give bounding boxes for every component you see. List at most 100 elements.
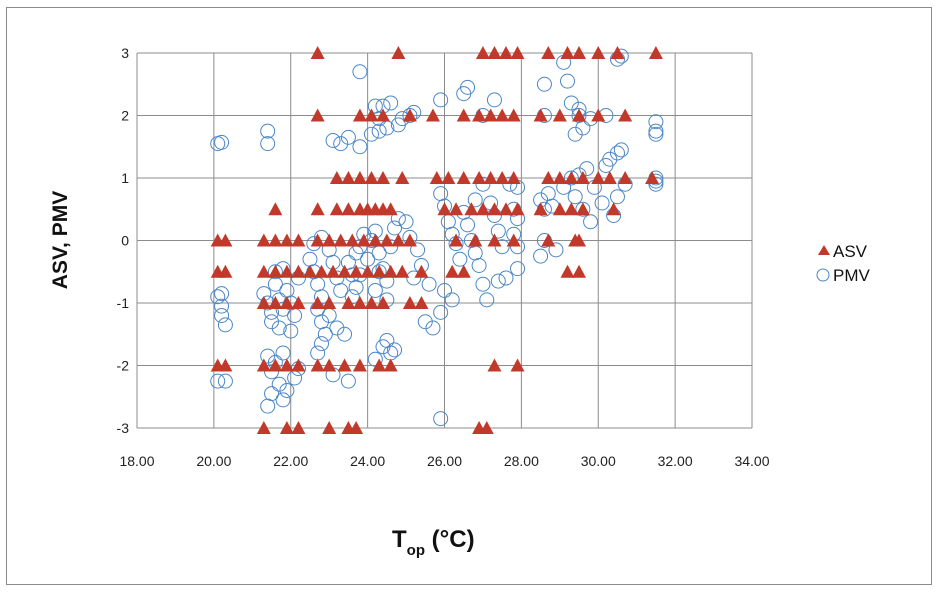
- asv-point: [341, 171, 356, 184]
- x-tick-label: 22.00: [273, 453, 308, 469]
- pmv-point: [467, 192, 483, 208]
- asv-point: [487, 202, 502, 216]
- x-tick-label: 30.00: [581, 453, 616, 469]
- pmv-point: [609, 189, 625, 205]
- pmv-point: [271, 376, 287, 392]
- asv-point: [552, 202, 567, 216]
- asv-point: [533, 202, 548, 216]
- y-tick-label: -1: [117, 295, 130, 311]
- pmv-point: [579, 161, 595, 177]
- asv-point: [487, 46, 502, 59]
- asv-point: [618, 108, 633, 122]
- pmv-point: [510, 261, 526, 277]
- asv-point: [425, 108, 440, 122]
- pmv-point: [352, 139, 368, 155]
- asv-point: [564, 202, 579, 216]
- asv-point: [268, 296, 283, 309]
- asv-point: [449, 202, 464, 216]
- asv-point: [483, 171, 498, 184]
- asv-point: [352, 108, 367, 122]
- asv-point: [402, 108, 417, 122]
- asv-point: [322, 358, 337, 372]
- x-tick-label: 18.00: [119, 453, 154, 469]
- asv-point: [268, 264, 283, 278]
- pmv-point: [287, 308, 303, 323]
- pmv-point: [433, 304, 449, 320]
- asv-point: [291, 296, 306, 309]
- pmv-point: [648, 114, 664, 130]
- pmv-point: [287, 370, 303, 386]
- legend-pmv-label: PMV: [833, 266, 871, 285]
- pmv-point: [337, 326, 353, 342]
- pmv-point: [583, 214, 599, 230]
- asv-point: [456, 171, 471, 184]
- x-tick-label: 26.00: [427, 453, 462, 469]
- pmv-point: [387, 342, 403, 358]
- asv-point: [352, 358, 367, 372]
- asv-point: [383, 264, 398, 278]
- pmv-point: [502, 176, 518, 192]
- pmv-point: [275, 301, 291, 317]
- legend-asv-marker: [818, 245, 830, 255]
- asv-point: [495, 108, 510, 122]
- asv-point: [560, 264, 575, 278]
- asv-point: [268, 233, 283, 247]
- pmv-point: [398, 214, 414, 230]
- pmv-point: [490, 223, 506, 239]
- asv-point: [383, 202, 398, 216]
- pmv-point: [425, 320, 441, 336]
- pmv-point: [560, 73, 575, 89]
- asv-point: [572, 264, 587, 278]
- pmv-point: [340, 373, 356, 389]
- asv-point: [391, 46, 406, 59]
- asv-point: [429, 171, 444, 184]
- asv-point: [506, 171, 521, 184]
- asv-point: [552, 108, 567, 122]
- asv-point: [352, 171, 367, 184]
- pmv-point: [460, 79, 476, 95]
- asv-point: [472, 108, 487, 122]
- x-axis-label-unit: (°C): [425, 526, 475, 553]
- y-axis-label: ASV, PMV: [49, 191, 72, 289]
- pmv-point: [279, 383, 295, 398]
- x-axis-ticks: 18.00 20.00 22.00 24.00 26.00 28.00 30.00 32.00…: [119, 453, 769, 469]
- asv-point: [376, 296, 390, 309]
- pmv-point: [367, 283, 383, 298]
- y-tick-label: 3: [121, 45, 129, 61]
- pmv-point: [533, 248, 549, 264]
- asv-point: [510, 358, 525, 372]
- asv-point: [552, 171, 567, 184]
- asv-point: [395, 171, 410, 184]
- pmv-point: [460, 217, 476, 233]
- asv-point: [372, 264, 387, 278]
- asv-point: [437, 202, 452, 216]
- pmv-point: [275, 345, 291, 361]
- pmv-point: [648, 123, 664, 139]
- asv-point: [279, 358, 294, 372]
- asv-point: [541, 46, 556, 59]
- x-tick-label: 34.00: [734, 453, 769, 469]
- asv-point: [310, 233, 325, 247]
- asv-point: [510, 46, 525, 59]
- pmv-point: [310, 345, 326, 361]
- pmv-point: [317, 326, 333, 342]
- asv-point: [475, 46, 490, 59]
- pmv-point: [260, 398, 276, 414]
- asv-point: [602, 171, 617, 184]
- pmv-point: [371, 123, 387, 139]
- pmv-point: [613, 142, 629, 158]
- asv-point: [575, 202, 590, 216]
- pmv-point: [210, 289, 226, 305]
- pmv-point: [490, 273, 506, 289]
- asv-point: [449, 233, 464, 247]
- pmv-point: [379, 333, 395, 348]
- pmv-point: [390, 211, 406, 227]
- asv-point: [364, 108, 379, 122]
- legend: ASV PMV: [816, 242, 871, 285]
- asv-point: [472, 171, 487, 184]
- asv-point: [591, 108, 606, 122]
- pmv-point: [433, 411, 449, 427]
- asv-point: [326, 264, 341, 278]
- asv-point: [575, 171, 590, 184]
- pmv-point: [536, 76, 552, 92]
